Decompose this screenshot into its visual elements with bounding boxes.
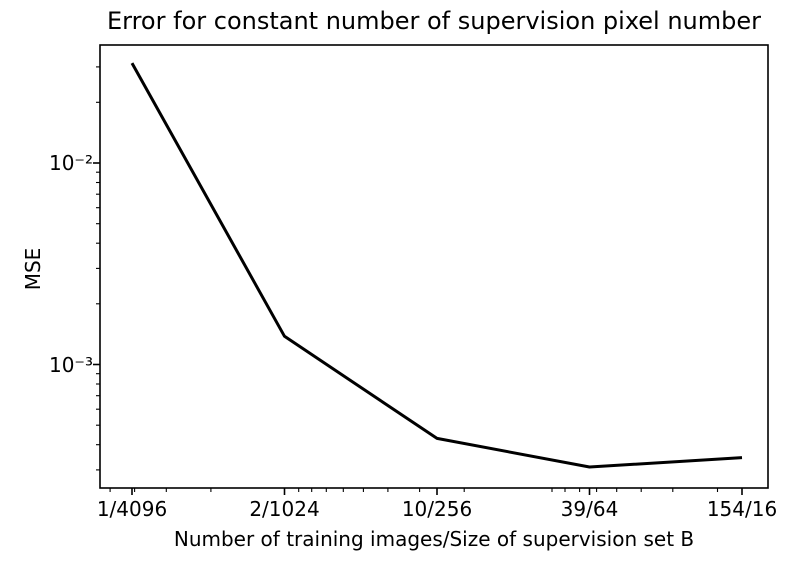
plot-spines <box>99 44 769 489</box>
x-tick-label-2: 10/256 <box>401 497 473 521</box>
y-tick-label-0: 10⁻² <box>48 151 93 175</box>
x-tick-label-0: 1/4096 <box>96 497 168 521</box>
x-axis-label: Number of training images/Size of superv… <box>173 527 695 551</box>
x-tick-label-1: 2/1024 <box>249 497 320 521</box>
x-tick-label-4: 154/16 <box>706 497 778 521</box>
chart-title: Error for constant number of supervision… <box>106 7 762 35</box>
y-tick-label-1: 10⁻³ <box>48 352 93 377</box>
x-tick-label-3: 39/64 <box>560 497 619 521</box>
y-axis-label: MSE <box>21 247 45 291</box>
mse-line <box>130 62 743 469</box>
